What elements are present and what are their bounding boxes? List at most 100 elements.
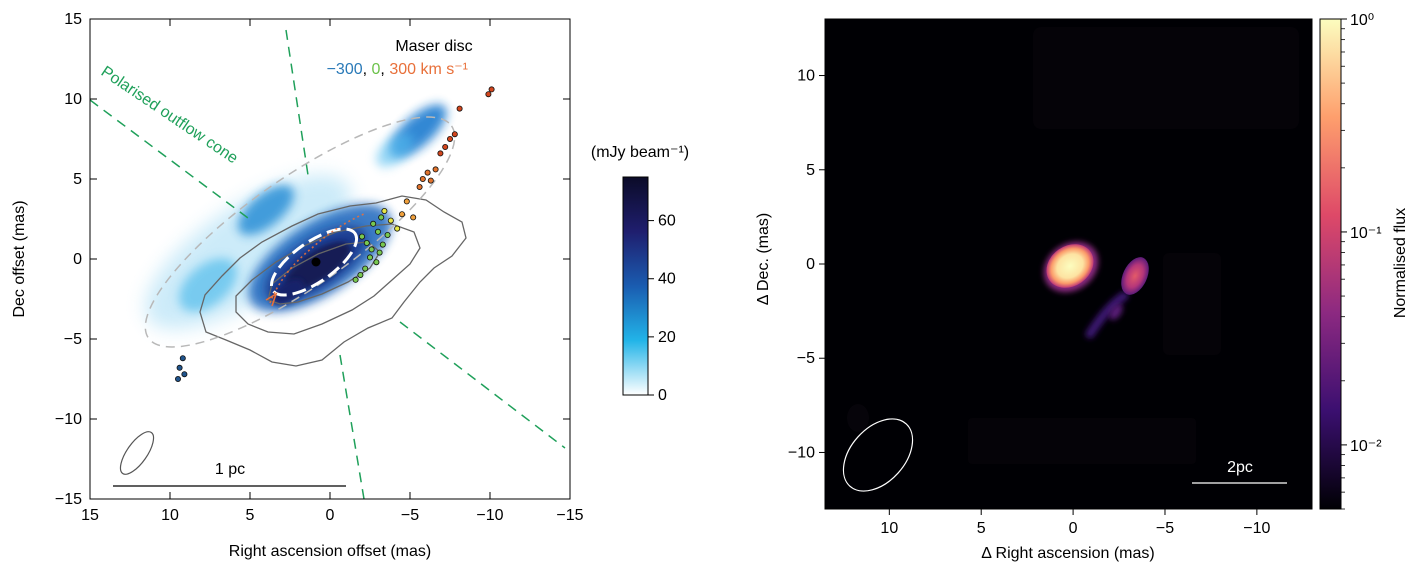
left-y-tick-label: −5 xyxy=(64,331,82,348)
legend-v-zero: 0 xyxy=(372,61,381,78)
left-y-tick-label: 15 xyxy=(64,11,82,28)
centre-marker xyxy=(311,257,321,267)
left-y-tick-label: 5 xyxy=(73,171,82,188)
maser-spot xyxy=(384,231,391,238)
left-colorbar-tick-label: 0 xyxy=(658,387,667,404)
left-colorbar-tick-label: 40 xyxy=(658,271,676,288)
left-x-tick-label: −5 xyxy=(401,507,419,524)
left-colorbar-ticks: 0 20 40 60 xyxy=(648,213,676,404)
legend-v-neg: −300 xyxy=(327,61,363,78)
maser-spot xyxy=(488,86,495,93)
right-colorbar-tick-label: 10⁻² xyxy=(1350,438,1382,455)
maser-spot xyxy=(370,220,377,227)
orange-marker xyxy=(265,292,278,307)
maser-spot xyxy=(358,233,365,240)
left-x-tick-label: −10 xyxy=(476,507,503,524)
maser-spot xyxy=(442,143,449,150)
right-y-tick-label: 10 xyxy=(797,68,815,85)
inner-disc-ellipse xyxy=(269,227,359,297)
maser-spot xyxy=(398,211,405,218)
left-colorbar-label: (mJy beam⁻¹) xyxy=(591,144,689,161)
maser-spot xyxy=(368,246,375,253)
legend-sep-1: , xyxy=(363,61,372,78)
right-y-tick-label: 5 xyxy=(806,162,815,179)
right-ticks: 10 5 0 −5 −10 10 5 0 −5 −10 xyxy=(788,68,1271,537)
left-y-tick-label: 10 xyxy=(64,91,82,108)
maser-spot xyxy=(373,259,380,266)
right-x-tick-label: 5 xyxy=(977,520,986,537)
right-x-tick-label: 10 xyxy=(880,520,898,537)
maser-spot xyxy=(419,175,426,182)
left-y-tick-label: −10 xyxy=(55,411,82,428)
right-colorbar-bar xyxy=(1319,18,1342,510)
maser-disc-outline xyxy=(144,116,456,348)
right-y-axis-label: Δ Dec. (mas) xyxy=(755,213,772,305)
maser-spot xyxy=(179,355,186,362)
maser-spot xyxy=(456,105,463,112)
right-y-tick-label: −10 xyxy=(788,444,815,461)
right-x-axis-label: Δ Right ascension (mas) xyxy=(981,545,1154,562)
left-x-axis-label: Right ascension offset (mas) xyxy=(229,543,431,560)
maser-spot xyxy=(410,214,417,221)
maser-spots xyxy=(174,86,495,382)
beam-ellipse-right xyxy=(842,418,914,492)
left-colorbar-tick-label: 20 xyxy=(658,329,676,346)
maser-spot xyxy=(366,254,373,261)
left-y-tick-label: −15 xyxy=(55,491,82,508)
maser-spot xyxy=(376,249,383,256)
right-x-tick-label: −10 xyxy=(1243,520,1270,537)
maser-spot xyxy=(362,265,369,272)
legend-velocities: −300, 0, 300 km s⁻¹ xyxy=(327,61,468,78)
emission-map-right xyxy=(847,27,1299,464)
maser-spot xyxy=(394,225,401,232)
right-colorbar-tick-label: 10⁻¹ xyxy=(1350,225,1382,242)
right-y-tick-label: 0 xyxy=(806,256,815,273)
legend-title: Maser disc xyxy=(395,38,472,55)
left-colorbar-bar xyxy=(622,176,649,396)
maser-spot xyxy=(363,239,370,246)
scale-label-left: 1 pc xyxy=(215,461,245,478)
scale-label-right: 2pc xyxy=(1227,459,1253,476)
right-colorbar-label: Normalised flux xyxy=(1392,208,1409,318)
maser-spot xyxy=(437,150,444,157)
left-colorbar: 0 20 40 60 (mJy beam⁻¹) xyxy=(591,144,689,404)
right-colorbar-ticks: 10⁻² 10⁻¹ 10⁰ xyxy=(1341,12,1382,510)
maser-spot xyxy=(181,371,188,378)
left-x-tick-label: 0 xyxy=(326,507,335,524)
maser-spot xyxy=(424,169,431,176)
maser-spot xyxy=(416,183,423,190)
maser-spot xyxy=(357,271,364,278)
right-colorbar: 10⁻² 10⁻¹ 10⁰ Normalised flux xyxy=(1319,12,1409,510)
right-x-tick-label: −5 xyxy=(1156,520,1174,537)
outflow-cone-lines xyxy=(90,29,566,499)
maser-spot xyxy=(379,241,386,248)
left-x-tick-label: 5 xyxy=(246,507,255,524)
left-x-tick-label: −15 xyxy=(556,507,583,524)
left-x-tick-label: 10 xyxy=(161,507,179,524)
maser-spot xyxy=(387,217,394,224)
legend-sep-2: , xyxy=(380,61,389,78)
maser-spot xyxy=(374,228,381,235)
beam-ellipse xyxy=(119,431,155,475)
maser-spot xyxy=(174,375,181,382)
right-colorbar-tick-label: 10⁰ xyxy=(1350,12,1374,29)
right-image-area: 2pc xyxy=(825,19,1312,509)
left-image-area: 1 pc Polarised outflow cone xyxy=(90,19,570,499)
left-y-axis-label: Dec offset (mas) xyxy=(11,200,28,317)
maser-spot xyxy=(378,214,385,221)
maser-spot xyxy=(432,166,439,173)
maser-spot xyxy=(403,198,410,205)
legend-v-pos: 300 km s⁻¹ xyxy=(389,61,468,78)
right-y-tick-label: −5 xyxy=(797,350,815,367)
left-colorbar-tick-label: 60 xyxy=(658,213,676,230)
left-panel: 1 pc Polarised outflow cone 15 10 5 0 −5 −10 −… xyxy=(11,11,689,560)
right-panel: 2pc 10 5 0 −5 −10 10 5 0 −5 −10 Δ Right ascension… xyxy=(755,12,1409,562)
maser-spot xyxy=(176,364,183,371)
maser-spot xyxy=(485,91,492,98)
maser-spot xyxy=(352,276,359,283)
left-x-tick-label: 15 xyxy=(81,507,99,524)
maser-spot xyxy=(446,135,453,142)
right-x-tick-label: 0 xyxy=(1069,520,1078,537)
